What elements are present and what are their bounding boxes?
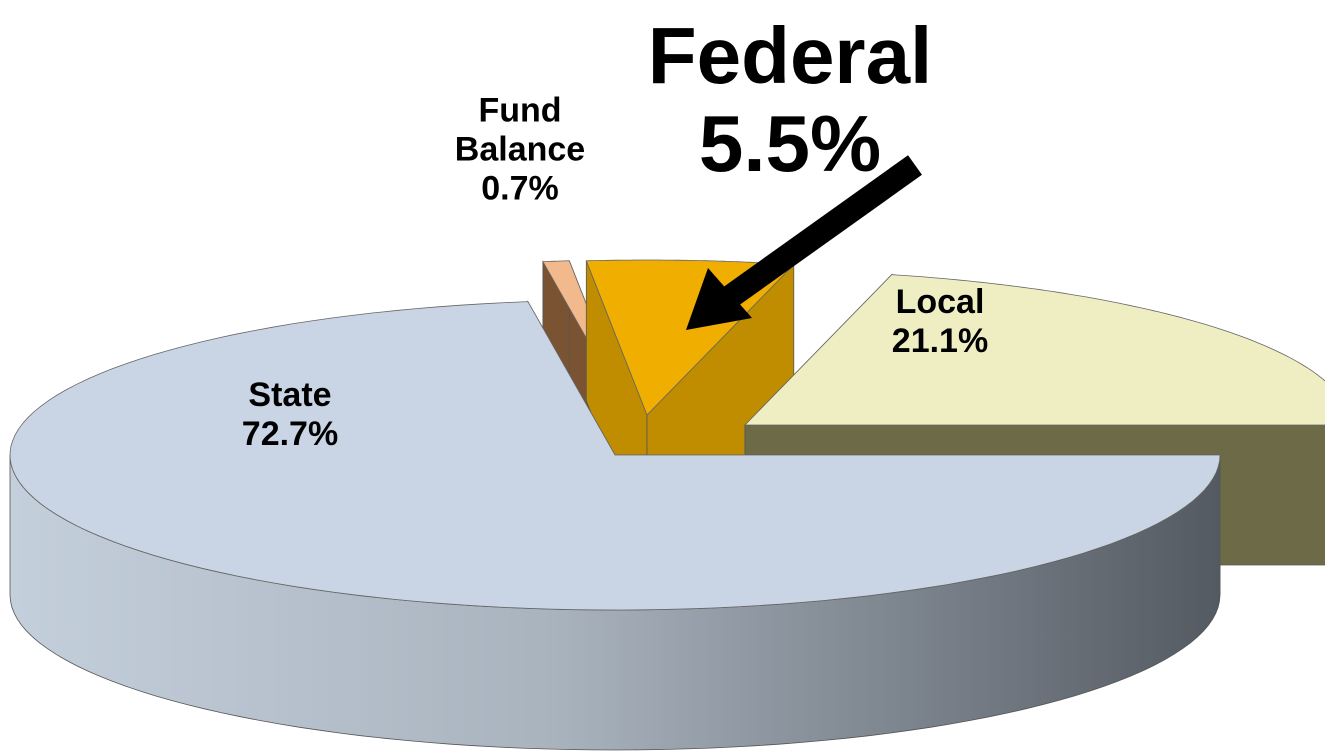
arrow-head bbox=[686, 268, 752, 330]
slice-label: Fund Balance 0.7% bbox=[440, 91, 600, 208]
slice-name: State bbox=[248, 375, 332, 414]
slice-label: Local 21.1% bbox=[892, 283, 988, 361]
slice-value: 72.7% bbox=[241, 415, 339, 453]
slice-top bbox=[744, 274, 1325, 426]
slice-value: 0.7% bbox=[481, 169, 559, 208]
pie-slice bbox=[9, 300, 1221, 751]
slice-name: Local bbox=[895, 282, 985, 321]
slice-top bbox=[9, 301, 1221, 611]
slice-label: Federal 5.5% bbox=[648, 12, 933, 188]
slice-name: Federal bbox=[647, 11, 933, 100]
slice-label: State 72.7% bbox=[242, 376, 338, 454]
slice-value: 5.5% bbox=[698, 99, 882, 188]
slice-value: 21.1% bbox=[891, 322, 989, 360]
arrow-shaft bbox=[723, 155, 922, 307]
slice-name: Fund Balance bbox=[454, 91, 586, 169]
